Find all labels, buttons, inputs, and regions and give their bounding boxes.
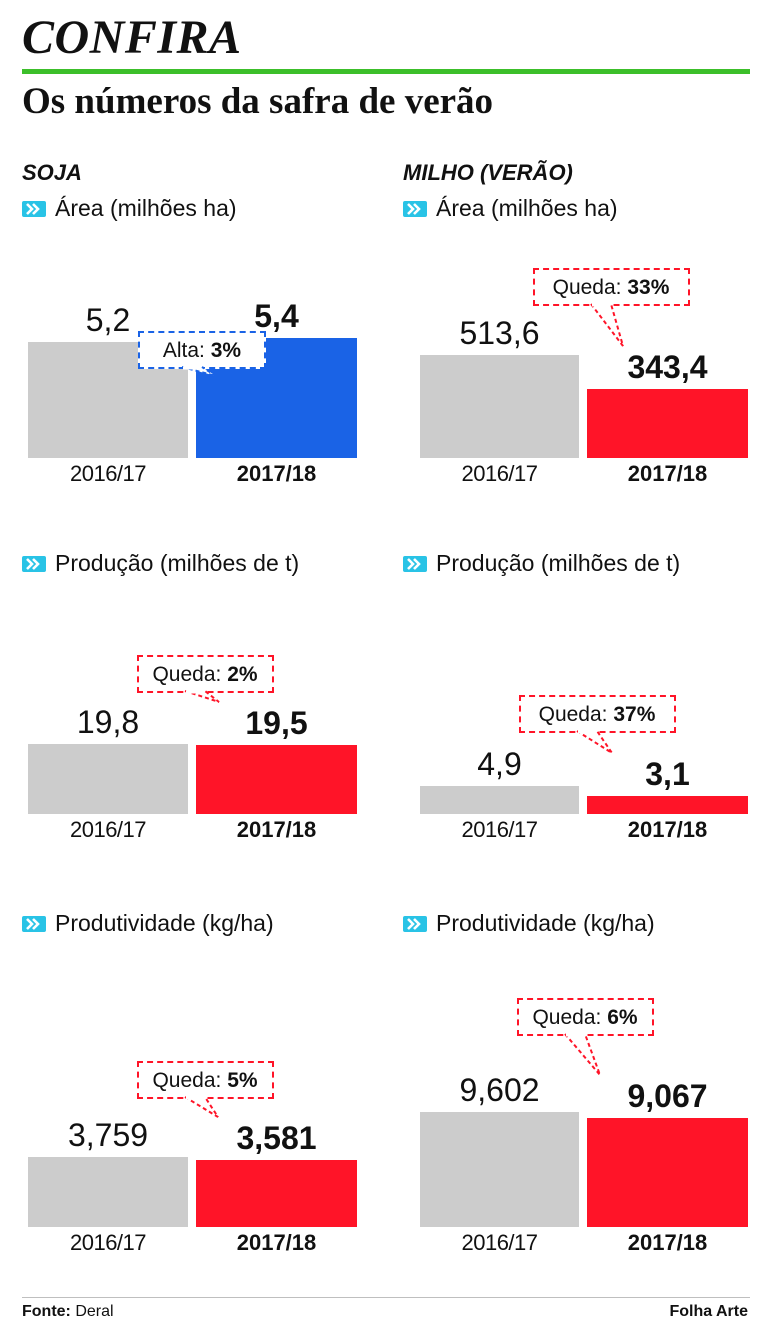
change-callout: Queda: 2% (136, 655, 274, 693)
bar-2017-18 (587, 389, 748, 458)
change-percent: 6% (607, 1006, 638, 1029)
change-percent: 37% (613, 703, 656, 726)
change-word: Queda: (152, 663, 222, 686)
value-label-2016-17: 3,759 (67, 1117, 149, 1153)
year-label-2016-17: 2016/17 (69, 461, 147, 486)
value-label-2016-17: 5,2 (85, 302, 131, 338)
year-label-2017-18: 2017/18 (627, 817, 708, 842)
source-label: Fonte: (22, 1303, 71, 1320)
source-note: Fonte: Deral (22, 1302, 114, 1322)
change-percent: 5% (227, 1069, 258, 1092)
bar-2016-17 (420, 1112, 579, 1227)
arrow-icon (403, 916, 427, 932)
value-label-2016-17: 9,602 (459, 1072, 540, 1108)
bar-2016-17 (420, 786, 579, 814)
arrow-icon (403, 556, 427, 572)
change-word: Queda: (538, 703, 608, 726)
value-label-2016-17: 19,8 (76, 704, 140, 740)
value-label-2016-17: 513,6 (459, 315, 540, 351)
change-callout: Queda: 6% (516, 998, 654, 1036)
metric-label-text: Produção (milhões de t) (55, 550, 300, 576)
value-label-2017-18: 3,1 (645, 756, 690, 792)
bar-2017-18 (196, 1160, 357, 1227)
title-rule (22, 69, 750, 74)
year-label-2017-18: 2017/18 (236, 1230, 317, 1255)
year-label-2016-17: 2016/17 (461, 817, 538, 842)
change-percent: 2% (227, 663, 258, 686)
change-percent: 3% (210, 339, 242, 362)
metric-label: Produção (milhões de t) (403, 549, 680, 577)
change-word: Queda: (152, 1069, 222, 1092)
kicker-title: CONFIRA (22, 11, 242, 64)
callout-pointer (576, 730, 613, 754)
value-label-2017-18: 343,4 (627, 349, 708, 385)
year-label-2017-18: 2017/18 (236, 817, 317, 842)
bar-2017-18 (587, 1118, 748, 1227)
callout-pointer (590, 303, 624, 347)
metric-label-text: Área (milhões ha) (55, 195, 237, 221)
bar-2017-18 (196, 745, 357, 814)
callout-pointer (564, 1033, 601, 1076)
year-label-2016-17: 2016/17 (461, 1230, 538, 1255)
value-label-2017-18: 5,4 (254, 298, 299, 334)
arrow-icon (22, 556, 46, 572)
crop-title-milho: MILHO (VERÃO) (403, 160, 573, 185)
change-word: Alta: (162, 339, 205, 362)
value-label-2016-17: 4,9 (477, 746, 522, 782)
metric-label-text: Produtividade (kg/ha) (55, 910, 274, 936)
value-label-2017-18: 3,581 (236, 1120, 317, 1156)
callout-pointer (184, 690, 220, 703)
footer-rule (22, 1297, 750, 1298)
year-label-2016-17: 2016/17 (461, 461, 538, 486)
value-label-2017-18: 19,5 (245, 705, 308, 741)
change-callout: Queda: 37% (518, 695, 676, 733)
value-label-2017-18: 9,067 (627, 1078, 708, 1114)
bar-2016-17 (420, 355, 579, 458)
metric-label: Área (milhões ha) (22, 194, 237, 222)
change-callout: Alta: 3% (138, 331, 266, 369)
callout-pointer (184, 1096, 219, 1118)
change-word: Queda: (552, 276, 622, 299)
change-callout: Queda: 33% (532, 268, 690, 306)
year-label-2017-18: 2017/18 (627, 1230, 708, 1255)
year-label-2017-18: 2017/18 (627, 461, 708, 486)
headline: Os números da safra de verão (22, 81, 494, 122)
change-callout: Queda: 5% (136, 1061, 274, 1099)
metric-label-text: Produtividade (kg/ha) (436, 910, 655, 936)
year-label-2017-18: 2017/18 (236, 461, 317, 486)
credit: Folha Arte (669, 1303, 748, 1320)
metric-label: Área (milhões ha) (403, 194, 618, 222)
crop-title-soja: SOJA (22, 160, 82, 185)
metric-label-text: Produção (milhões de t) (436, 550, 681, 576)
bar-2016-17 (28, 1157, 188, 1227)
change-percent: 33% (627, 276, 670, 299)
change-word: Queda: (532, 1006, 602, 1029)
year-label-2016-17: 2016/17 (69, 1230, 147, 1255)
metric-label: Produção (milhões de t) (22, 549, 299, 577)
year-label-2016-17: 2016/17 (69, 817, 147, 842)
arrow-icon (403, 201, 427, 217)
metric-label-text: Área (milhões ha) (436, 195, 618, 221)
metric-label: Produtividade (kg/ha) (403, 909, 655, 937)
arrow-icon (22, 916, 46, 932)
source-name: Deral (75, 1303, 114, 1320)
metric-label: Produtividade (kg/ha) (22, 909, 274, 937)
callout-pointer (181, 366, 217, 377)
bar-2017-18 (587, 796, 748, 814)
bar-2016-17 (28, 744, 188, 814)
arrow-icon (22, 201, 46, 217)
